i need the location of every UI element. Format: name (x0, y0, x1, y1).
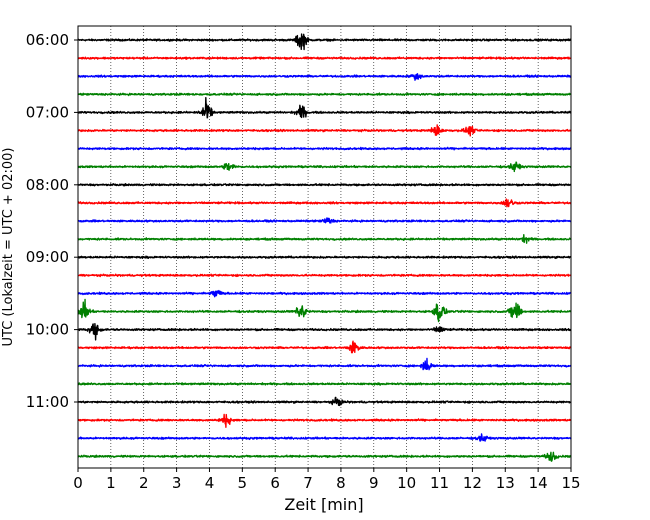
trace-1000 (77, 322, 572, 341)
trace-1045 (77, 382, 572, 386)
trace-0645 (77, 92, 572, 97)
y-tick-label: 10:00 (26, 321, 69, 339)
x-tick-label: 6 (270, 474, 280, 492)
trace-1115 (77, 413, 572, 428)
y-tick-label: 06:00 (26, 31, 69, 49)
trace-0730 (77, 146, 572, 151)
y-ticks: 06:00 07:00 08:00 09:00 10:00 11:00 (26, 31, 78, 411)
trace-0830 (77, 217, 572, 224)
trace-0615 (77, 56, 572, 60)
trace-0915 (77, 273, 572, 278)
trace-0900 (77, 255, 572, 260)
x-axis-label: Zeit [min] (284, 495, 363, 514)
trace-0700 (77, 97, 572, 119)
y-axis-label: UTC (Lokalzeit = UTC + 02:00) (1, 148, 16, 347)
x-tick-label: 3 (172, 474, 182, 492)
trace-0630 (77, 73, 572, 81)
trace-layer (77, 33, 572, 462)
x-tick-label: 13 (496, 474, 515, 492)
y-tick-label: 09:00 (26, 248, 69, 266)
x-tick-label: 15 (561, 474, 580, 492)
trace-0930 (77, 289, 572, 298)
x-tick-label: 12 (463, 474, 482, 492)
trace-0945 (77, 298, 572, 323)
y-tick-label: 08:00 (26, 176, 69, 194)
x-tick-label: 14 (529, 474, 548, 492)
y-tick-label: 11:00 (26, 393, 69, 411)
trace-1130 (77, 433, 572, 442)
x-tick-label: 9 (369, 474, 379, 492)
trace-0715 (77, 124, 572, 137)
plot-frame (77, 25, 572, 469)
trace-1100 (77, 396, 572, 407)
y-tick-label: 07:00 (26, 103, 69, 121)
x-tick-label: 7 (303, 474, 313, 492)
x-tick-label: 0 (73, 474, 83, 492)
x-tick-label: 1 (106, 474, 116, 492)
x-ticks: 0 1 2 3 4 5 6 7 8 9 10 11 12 13 14 15 (73, 468, 581, 492)
x-tick-label: 4 (205, 474, 215, 492)
trace-1015 (77, 340, 572, 354)
trace-0845 (77, 233, 572, 244)
trace-0600 (77, 33, 572, 51)
x-tick-label: 5 (238, 474, 248, 492)
x-tick-label: 11 (430, 474, 449, 492)
trace-1145 (77, 451, 572, 462)
trace-0815 (77, 198, 572, 208)
trace-0800 (77, 182, 572, 187)
trace-0745 (77, 161, 572, 173)
x-tick-label: 2 (139, 474, 149, 492)
x-tick-label: 10 (397, 474, 416, 492)
trace-1030 (77, 357, 572, 371)
x-tick-label: 8 (336, 474, 346, 492)
